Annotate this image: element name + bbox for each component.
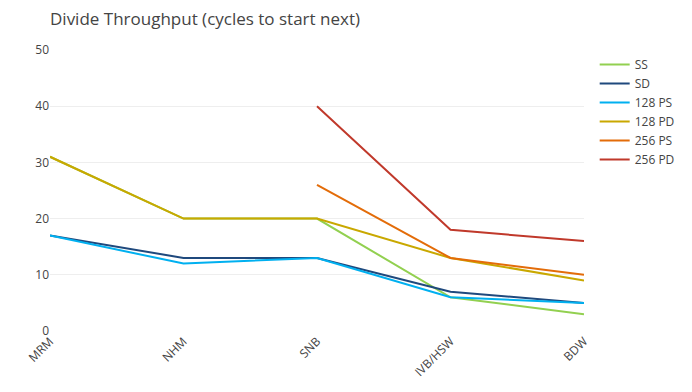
svg-text:SNB: SNB	[296, 333, 325, 362]
svg-text:256 PS: 256 PS	[635, 132, 673, 149]
svg-text:SS: SS	[635, 56, 648, 73]
svg-text:SD: SD	[635, 75, 650, 92]
svg-text:50: 50	[35, 41, 49, 58]
svg-text:BDW: BDW	[560, 333, 591, 364]
svg-text:20: 20	[35, 210, 49, 227]
svg-text:30: 30	[35, 154, 49, 171]
svg-text:128 PS: 128 PS	[635, 94, 673, 111]
svg-text:MRM: MRM	[25, 333, 58, 366]
svg-text:0: 0	[42, 322, 49, 339]
svg-text:NHM: NHM	[158, 333, 190, 365]
svg-text:10: 10	[35, 266, 49, 283]
svg-text:Divide Throughput (cycles to s: Divide Throughput (cycles to start next)	[50, 7, 360, 30]
svg-text:256 PD: 256 PD	[635, 151, 675, 168]
svg-text:IVB/HSW: IVB/HSW	[411, 333, 458, 380]
svg-text:128 PD: 128 PD	[635, 113, 675, 130]
svg-text:40: 40	[35, 97, 49, 114]
